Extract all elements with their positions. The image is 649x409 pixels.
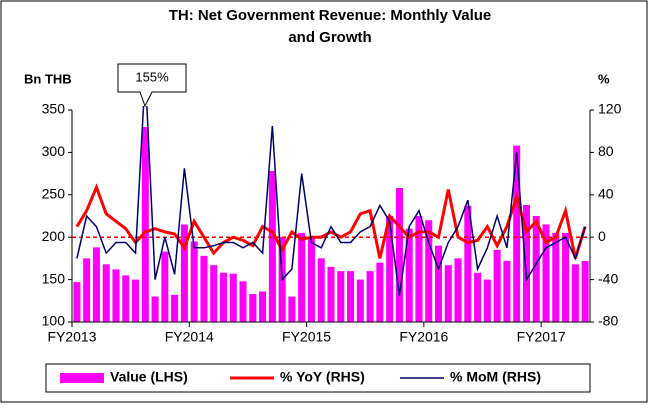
y2-tick-label: 120 xyxy=(598,101,622,117)
bar xyxy=(327,266,335,322)
bar xyxy=(102,264,110,322)
bar xyxy=(249,294,257,322)
bar xyxy=(298,232,306,322)
bar xyxy=(347,271,355,322)
x-tick-label: FY2014 xyxy=(165,329,214,345)
bar xyxy=(493,249,501,322)
legend-label: % MoM (RHS) xyxy=(450,369,541,385)
bar xyxy=(112,269,120,322)
x-tick-label: FY2015 xyxy=(282,329,331,345)
bar xyxy=(229,273,237,322)
bar xyxy=(522,204,530,322)
legend-label: % YoY (RHS) xyxy=(280,369,365,385)
y2-tick-label: 80 xyxy=(598,143,614,159)
bar xyxy=(552,232,560,322)
y-tick-label: 200 xyxy=(42,228,66,244)
y-tick-label: 350 xyxy=(42,101,66,117)
bar xyxy=(474,272,482,322)
y-tick-label: 250 xyxy=(42,186,66,202)
bar xyxy=(141,126,149,323)
bar xyxy=(581,260,589,322)
bar xyxy=(268,171,276,322)
bar xyxy=(415,216,423,322)
bar xyxy=(259,291,267,322)
bar xyxy=(356,279,364,322)
bar xyxy=(132,279,140,322)
y-tick-label: 300 xyxy=(42,143,66,159)
bar xyxy=(161,251,169,322)
bar xyxy=(542,224,550,322)
annotation-box xyxy=(117,63,187,108)
bar xyxy=(288,296,296,322)
bar xyxy=(190,241,198,322)
bar xyxy=(464,205,472,322)
bar xyxy=(239,281,247,322)
bar xyxy=(180,224,188,322)
x-tick-label: FY2013 xyxy=(47,329,96,345)
bar xyxy=(513,145,521,322)
series-line xyxy=(76,106,586,296)
bar xyxy=(376,262,384,322)
legend-label: Value (LHS) xyxy=(110,369,188,385)
y-tick-label: 150 xyxy=(42,270,66,286)
bar xyxy=(200,255,208,322)
bar xyxy=(444,265,452,322)
bar xyxy=(210,265,218,322)
y2-tick-label: 0 xyxy=(598,228,606,244)
bar xyxy=(562,232,570,322)
chart-title: TH: Net Government Revenue: Monthly Valu… xyxy=(169,7,492,24)
legend-box xyxy=(45,363,591,393)
bar xyxy=(83,258,91,322)
y2-axis-label: % xyxy=(598,71,610,86)
chart-title: and Growth xyxy=(288,29,371,46)
y-axis-label: Bn THB xyxy=(24,71,72,86)
bar xyxy=(171,294,179,322)
legend-swatch xyxy=(60,373,104,383)
bar xyxy=(425,220,433,322)
bar xyxy=(571,264,579,322)
bar xyxy=(405,228,413,322)
bar xyxy=(454,258,462,322)
y-tick-label: 100 xyxy=(42,313,66,329)
x-tick-label: FY2017 xyxy=(517,329,566,345)
bar xyxy=(386,216,394,322)
bar xyxy=(92,247,100,322)
bar xyxy=(337,271,345,322)
bar xyxy=(503,260,511,322)
y2-tick-label: -40 xyxy=(598,270,618,286)
y2-tick-label: -80 xyxy=(598,313,618,329)
bar xyxy=(307,237,315,322)
bar xyxy=(122,275,130,322)
y2-tick-label: 40 xyxy=(598,186,614,202)
bar xyxy=(73,282,81,322)
bar xyxy=(434,245,443,322)
bar xyxy=(532,216,540,322)
annotation: 155% xyxy=(135,69,169,84)
line-layer xyxy=(75,106,587,296)
series-line xyxy=(75,183,587,259)
bar xyxy=(151,296,159,322)
bar xyxy=(219,272,228,322)
bar xyxy=(366,271,374,322)
bar xyxy=(483,279,491,322)
x-tick-label: FY2016 xyxy=(399,329,448,345)
bar xyxy=(395,188,403,322)
bar xyxy=(317,258,325,322)
